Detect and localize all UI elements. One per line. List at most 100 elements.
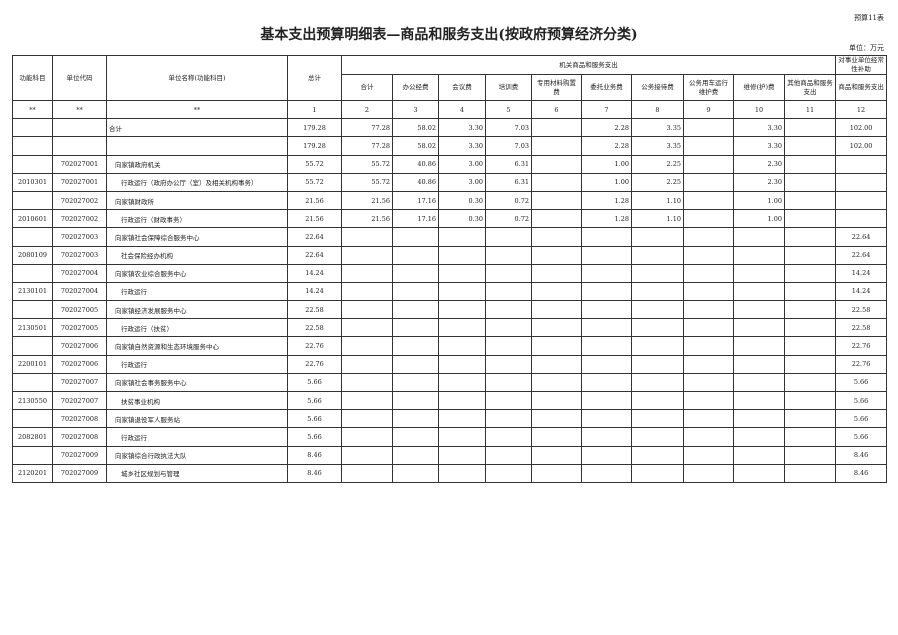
value-cell — [438, 281, 486, 302]
table-row[interactable]: 702027005 向家镇经济发展服务中心 22.58 22.58 — [12, 300, 888, 320]
value-cell — [835, 172, 888, 192]
value-cell — [783, 300, 837, 320]
value-cell — [341, 409, 393, 429]
table-row[interactable]: 2130101 702027004 行政运行 14.24 14.24 — [12, 281, 888, 302]
value-cell — [733, 245, 785, 265]
unit-name-cell: 行政运行（政府办公厅（室）及相关机构事务） — [106, 172, 288, 192]
table-row[interactable]: 2130501 702027005 行政运行（扶贫） 22.58 22.58 — [12, 318, 888, 338]
value-cell — [683, 427, 734, 447]
unit-name-cell: 城乡社区规划与管理 — [106, 463, 288, 483]
header-col: 其他商品和服务支出 — [783, 74, 837, 101]
table-row[interactable]: 702027006 向家镇自然资源和生态环境服务中心 22.76 22.76 — [12, 336, 888, 356]
unit-name-cell: 向家镇社会保障综合服务中心 — [106, 227, 288, 247]
func-code-cell — [12, 372, 53, 393]
value-cell — [683, 372, 734, 393]
value-cell — [733, 390, 785, 411]
table-row[interactable]: 2082801 702027008 行政运行 5.66 5.66 — [12, 427, 888, 447]
value-cell: 22.64 — [835, 245, 888, 265]
table-row[interactable]: 合计 179.28 77.28 58.02 3.30 7.03 2.28 3.35 3.30 10… — [12, 118, 888, 138]
value-cell — [531, 281, 582, 302]
value-cell: 7.03 — [485, 136, 532, 156]
index-cell: ** — [52, 99, 107, 120]
table-row[interactable]: 702027009 向家镇综合行政执法大队 8.46 8.46 — [12, 445, 888, 465]
value-cell — [683, 281, 734, 302]
header-col: 公务用车运行维护费 — [683, 74, 734, 101]
value-cell — [783, 136, 837, 156]
value-cell — [683, 445, 734, 465]
unit-code-cell — [52, 118, 107, 138]
unit-name-cell: 向家镇财政所 — [106, 190, 288, 211]
value-cell — [733, 227, 785, 247]
value-cell — [392, 372, 439, 393]
unit-name-cell: 向家镇农业综合服务中心 — [106, 263, 288, 283]
value-cell — [631, 390, 684, 411]
value-cell: 1.00 — [733, 190, 785, 211]
value-cell — [733, 463, 785, 483]
value-cell: 21.56 — [287, 190, 342, 211]
value-cell — [631, 427, 684, 447]
value-cell — [783, 281, 837, 302]
table-row[interactable]: 702027004 向家镇农业综合服务中心 14.24 14.24 — [12, 263, 888, 283]
table-row[interactable]: 2130550 702027007 扶贫事业机构 5.66 5.66 — [12, 390, 888, 411]
value-cell — [733, 354, 785, 374]
value-cell — [392, 245, 439, 265]
table-row[interactable]: 2010301 702027001 行政运行（政府办公厅（室）及相关机构事务） 55.… — [12, 172, 888, 192]
table-row[interactable]: 2080109 702027003 社会保险经办机构 22.64 22.64 — [12, 245, 888, 265]
value-cell — [581, 409, 632, 429]
unit-code-cell: 702027003 — [52, 227, 107, 247]
value-cell: 5.66 — [287, 427, 342, 447]
value-cell — [683, 227, 734, 247]
unit-name-cell: 向家镇自然资源和生态环境服务中心 — [106, 336, 288, 356]
header-col: 合计 — [341, 74, 393, 101]
table-row[interactable]: 702027008 向家镇退役军人服务站 5.66 5.66 — [12, 409, 888, 429]
value-cell — [733, 409, 785, 429]
value-cell — [392, 336, 439, 356]
value-cell — [485, 263, 532, 283]
budget-table: 功能科目 单位代码 单位名称(功能科目) 总计 机关商品和服务支出 对事业单位经… — [12, 55, 888, 483]
value-cell — [581, 336, 632, 356]
table-row[interactable]: 2010601 702027002 行政运行（财政事务） 21.56 21.56 17.1… — [12, 209, 888, 229]
table-row[interactable]: 2200101 702027006 行政运行 22.76 22.76 — [12, 354, 888, 374]
header-total: 总计 — [287, 55, 342, 101]
value-cell — [531, 300, 582, 320]
func-code-cell — [12, 154, 53, 174]
value-cell — [733, 372, 785, 393]
value-cell: 102.00 — [835, 118, 888, 138]
table-row[interactable]: 2120201 702027009 城乡社区规划与管理 8.46 8.46 — [12, 463, 888, 483]
table-row[interactable]: 702027007 向家镇社会事务服务中心 5.66 5.66 — [12, 372, 888, 393]
value-cell — [485, 318, 532, 338]
index-cell: ** — [106, 99, 288, 120]
table-row[interactable]: 179.28 77.28 58.02 3.30 7.03 2.28 3.35 3.30 102.… — [12, 136, 888, 156]
value-cell — [531, 372, 582, 393]
value-cell: 8.46 — [835, 463, 888, 483]
value-cell — [485, 336, 532, 356]
value-cell: 3.30 — [733, 118, 785, 138]
value-cell: 55.72 — [287, 154, 342, 174]
func-code-cell: 2082801 — [12, 427, 53, 447]
func-code-cell — [12, 300, 53, 320]
value-cell — [485, 463, 532, 483]
value-cell — [783, 336, 837, 356]
value-cell: 22.64 — [287, 245, 342, 265]
value-cell — [531, 463, 582, 483]
value-cell — [835, 154, 888, 174]
unit-code-cell — [52, 136, 107, 156]
table-row[interactable]: 702027002 向家镇财政所 21.56 21.56 17.16 0.30 0.72 1.… — [12, 190, 888, 211]
unit-code-cell: 702027004 — [52, 263, 107, 283]
unit-code-cell: 702027007 — [52, 390, 107, 411]
table-row[interactable]: 702027003 向家镇社会保障综合服务中心 22.64 22.64 — [12, 227, 888, 247]
value-cell — [783, 172, 837, 192]
func-code-cell: 2130550 — [12, 390, 53, 411]
unit-name-cell: 行政运行 — [106, 281, 288, 302]
value-cell — [485, 245, 532, 265]
value-cell: 40.86 — [392, 154, 439, 174]
value-cell — [341, 336, 393, 356]
value-cell: 22.58 — [835, 318, 888, 338]
value-cell: 14.24 — [835, 281, 888, 302]
value-cell: 6.31 — [485, 172, 532, 192]
value-cell: 8.46 — [287, 463, 342, 483]
unit-name-cell: 合计 — [106, 118, 288, 138]
table-row[interactable]: 702027001 向家镇政府机关 55.72 55.72 40.86 3.00 6.31 1… — [12, 154, 888, 174]
value-cell — [783, 409, 837, 429]
unit-name-cell: 社会保险经办机构 — [106, 245, 288, 265]
